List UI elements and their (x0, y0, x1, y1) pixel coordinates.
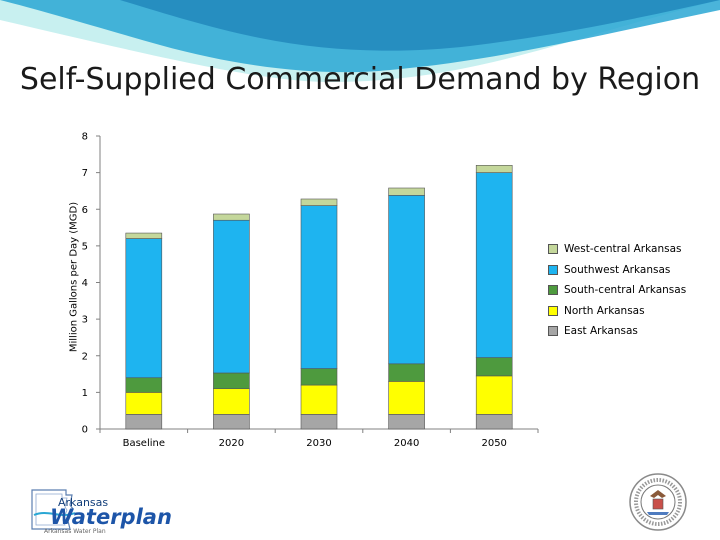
y-tick-label: 4 (82, 278, 88, 289)
y-axis-label: Million Gallons per Day (MGD) (68, 201, 80, 353)
bar-segment (475, 375, 513, 415)
x-tick-label: 2040 (394, 438, 419, 449)
x-tick-label: Baseline (123, 438, 165, 449)
bar-segment (125, 377, 163, 393)
chart-bars (125, 165, 513, 430)
bar-segment (125, 414, 163, 430)
legend-label: West-central Arkansas (564, 243, 682, 255)
bar-segment (213, 219, 250, 374)
bar-segment (300, 198, 338, 206)
y-tick-label: 8 (82, 132, 88, 143)
legend-item: North Arkansas (548, 304, 645, 318)
seal-eagle (650, 490, 666, 498)
logo-text-subtitle: Arkansas Water Plan (44, 528, 106, 535)
water-swoosh (33, 512, 76, 516)
bar-segment (125, 232, 163, 239)
logo-text-arkansas: Arkansas (58, 496, 109, 509)
legend-swatch (548, 326, 558, 336)
legend-label: Southwest Arkansas (564, 263, 671, 276)
y-tick-label: 5 (82, 241, 88, 252)
page-title: Self-Supplied Commercial Demand by Regio… (19, 62, 701, 97)
banner-wave-dark (120, 0, 720, 51)
arkansas-state-seal-icon (629, 473, 687, 531)
legend-item: West-central Arkansas (548, 242, 681, 256)
bar-segment (300, 384, 338, 415)
bar-segment (300, 205, 338, 369)
logo-text-waterplan: Waterplan (50, 505, 172, 529)
x-tick-label: 2020 (219, 438, 244, 449)
y-tick-label: 2 (82, 351, 88, 362)
bar-segment (213, 414, 250, 430)
bar-segment (475, 414, 513, 430)
bar-segment (213, 372, 250, 390)
x-tick-label: 2030 (306, 438, 331, 449)
bar-segment (125, 392, 163, 415)
y-tick-label: 1 (82, 388, 88, 399)
legend-label: North Arkansas (564, 304, 645, 317)
bar-segment (300, 368, 338, 386)
legend-swatch (548, 264, 558, 275)
arkansas-water-plan-logo-icon (31, 489, 76, 530)
bar-segment (125, 238, 163, 379)
header-banner (0, 0, 720, 82)
bar-segment (388, 363, 425, 382)
x-tick-label: 2050 (481, 438, 506, 449)
bar-segment (388, 414, 425, 430)
legend-swatch (548, 305, 558, 316)
bar-segment (213, 388, 250, 415)
arkansas-state-outline (31, 489, 74, 530)
chart-tick-labels: 0 1 2 3 4 5 6 7 8 Baseline 2020 2030 2040 2050 (82, 132, 507, 450)
bar-segment (388, 381, 425, 415)
bar-segment (300, 414, 338, 430)
bar-segment (475, 357, 513, 377)
y-tick-label: 0 (82, 425, 88, 436)
bar-segment (475, 172, 513, 358)
bar-segment (213, 213, 250, 221)
seal-banner (647, 512, 669, 515)
bar-segment (388, 195, 425, 365)
y-tick-label: 7 (82, 168, 88, 179)
legend-item: South-central Arkansas (548, 283, 686, 297)
legend-label: East Arkansas (564, 325, 638, 337)
y-tick-label: 6 (82, 205, 88, 216)
seal-shield (652, 498, 664, 510)
legend-item: East Arkansas (548, 324, 638, 338)
bar-segment (475, 165, 513, 173)
y-tick-label: 3 (82, 315, 88, 326)
legend-item: Southwest Arkansas (548, 263, 670, 277)
legend-swatch (548, 244, 558, 254)
legend-label: South-central Arkansas (564, 284, 687, 296)
legend-swatch (548, 285, 558, 295)
arkansas-state-outline-inner (35, 493, 68, 526)
bar-segment (388, 187, 425, 196)
seal-text-ring (634, 478, 682, 526)
